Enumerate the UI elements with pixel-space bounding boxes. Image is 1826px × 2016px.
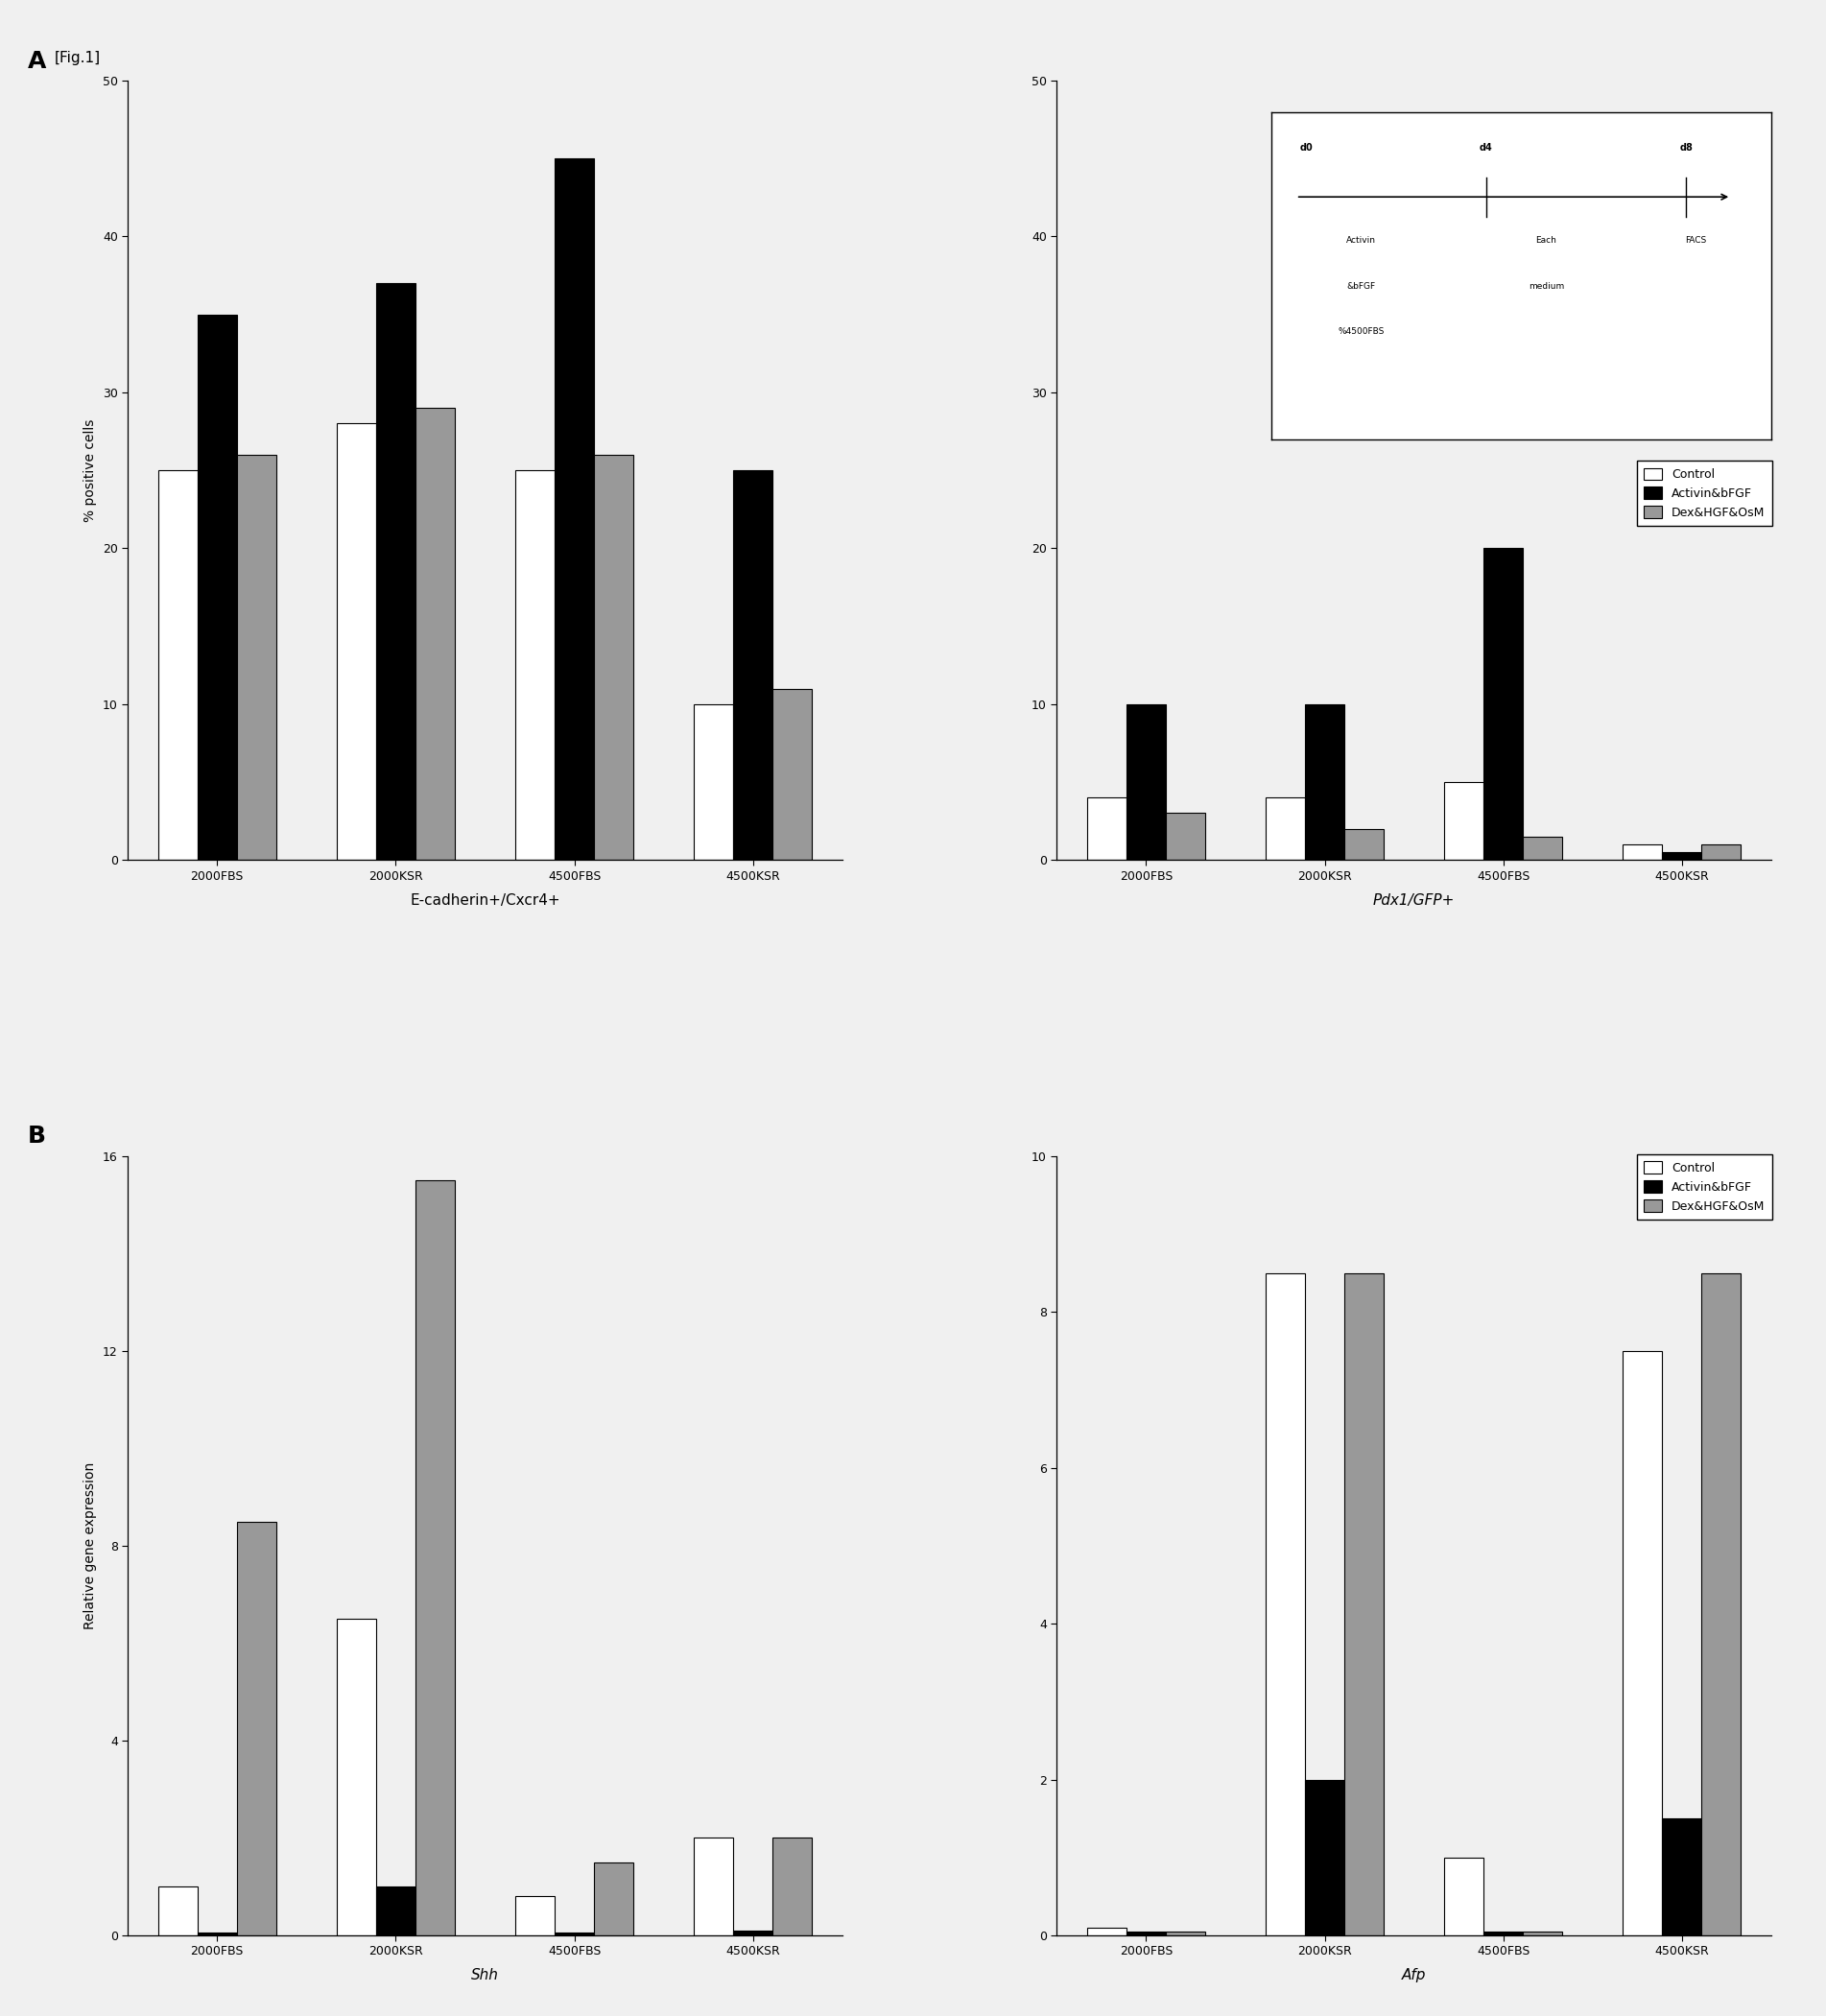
Bar <box>772 689 813 861</box>
Bar <box>336 1619 376 1935</box>
Bar <box>159 470 197 861</box>
Bar <box>1127 1931 1165 1935</box>
Bar <box>555 159 593 861</box>
X-axis label: E-cadherin+/Cxcr4+: E-cadherin+/Cxcr4+ <box>411 893 561 907</box>
Bar <box>734 470 772 861</box>
Bar <box>1485 548 1523 861</box>
Bar <box>1086 798 1127 861</box>
Bar <box>694 1839 734 1935</box>
Bar <box>1344 1272 1384 1935</box>
Text: [Fig.1]: [Fig.1] <box>55 50 100 65</box>
Bar <box>515 1897 555 1935</box>
Bar <box>1265 798 1306 861</box>
Bar <box>1523 1931 1563 1935</box>
Bar <box>336 423 376 861</box>
Bar <box>1623 1351 1662 1935</box>
Bar <box>376 284 416 861</box>
Bar <box>376 1887 416 1935</box>
Bar <box>1662 853 1702 861</box>
Bar <box>1165 1931 1205 1935</box>
Bar <box>593 1863 634 1935</box>
Text: A: A <box>27 50 46 73</box>
Bar <box>237 1522 276 1935</box>
Legend: Control, Activin&bFGF, Dex&HGF&OsM: Control, Activin&bFGF, Dex&HGF&OsM <box>1636 462 1773 526</box>
Bar <box>159 1887 197 1935</box>
Bar <box>515 470 555 861</box>
Text: B: B <box>27 1125 46 1147</box>
Bar <box>555 1933 593 1935</box>
Bar <box>1165 812 1205 861</box>
Bar <box>1127 704 1165 861</box>
Y-axis label: % positive cells: % positive cells <box>84 419 97 522</box>
Bar <box>1702 845 1740 861</box>
X-axis label: Pdx1/GFP+: Pdx1/GFP+ <box>1373 893 1455 907</box>
Bar <box>1265 1272 1306 1935</box>
Bar <box>197 314 237 861</box>
Bar <box>416 1181 455 1935</box>
Bar <box>197 1933 237 1935</box>
Bar <box>1306 704 1344 861</box>
Legend: Control, Activin&bFGF, Dex&HGF&OsM: Control, Activin&bFGF, Dex&HGF&OsM <box>1636 1155 1773 1220</box>
Bar <box>416 407 455 861</box>
Bar <box>1485 1931 1523 1935</box>
X-axis label: Shh: Shh <box>471 1968 498 1984</box>
Bar <box>1523 837 1563 861</box>
Bar <box>1444 782 1485 861</box>
X-axis label: Afp: Afp <box>1402 1968 1426 1984</box>
Bar <box>1702 1272 1740 1935</box>
Bar <box>1623 845 1662 861</box>
Bar <box>1306 1780 1344 1935</box>
Bar <box>1344 829 1384 861</box>
Bar <box>593 456 634 861</box>
Bar <box>1662 1818 1702 1935</box>
Bar <box>1086 1927 1127 1935</box>
Y-axis label: Relative gene expression: Relative gene expression <box>84 1462 97 1629</box>
Bar <box>694 704 734 861</box>
Bar <box>734 1931 772 1935</box>
Bar <box>1444 1857 1485 1935</box>
Bar <box>237 456 276 861</box>
Bar <box>772 1839 813 1935</box>
